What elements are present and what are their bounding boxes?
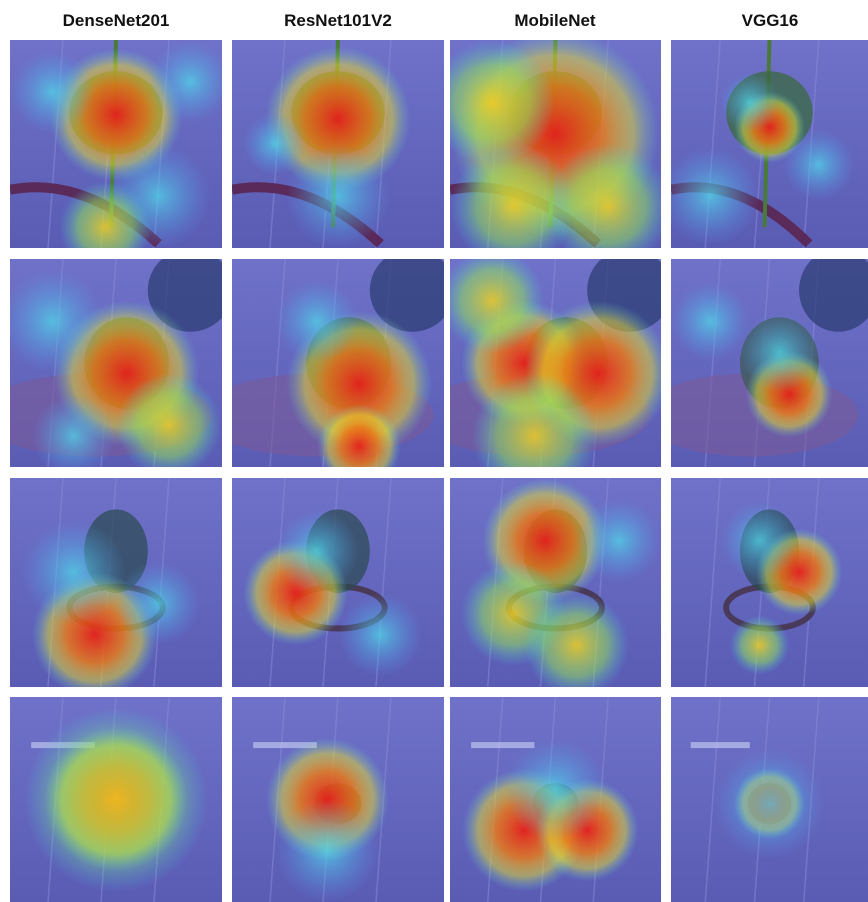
panel-content — [641, 249, 868, 467]
panel-content — [232, 697, 444, 902]
light-reflection — [691, 742, 750, 748]
heat-blob — [430, 40, 555, 165]
heat-blob — [117, 373, 221, 477]
heatmap-panel — [450, 697, 661, 902]
heat-blob — [32, 394, 115, 477]
heatmap-panel — [232, 697, 444, 902]
heat-blob — [286, 144, 390, 248]
heatmap-panel — [661, 40, 868, 248]
heatmap-panel — [200, 249, 454, 488]
panel-content — [10, 478, 222, 697]
column-header: VGG16 — [742, 11, 799, 30]
heatmap-panel — [10, 478, 222, 697]
heat-blob — [546, 144, 671, 269]
figure: DenseNet201 ResNet101V2 MobileNet VGG16 — [0, 0, 868, 902]
panel-content — [671, 697, 868, 902]
heatmap-panel — [10, 697, 222, 902]
panel-content — [0, 249, 233, 478]
panel-content — [10, 697, 222, 902]
heat-blob — [730, 616, 789, 675]
heat-blob — [661, 147, 760, 246]
heat-blob — [117, 562, 201, 646]
heat-blob — [504, 738, 607, 841]
column-header: DenseNet201 — [63, 11, 170, 30]
heat-blob — [11, 50, 94, 133]
heat-blob — [318, 405, 401, 488]
heat-blob — [440, 249, 544, 353]
panel-content — [200, 249, 454, 488]
panel-content — [450, 697, 661, 902]
heat-blob — [275, 280, 358, 363]
heat-blob — [21, 520, 126, 625]
heatmap-panel — [232, 478, 444, 687]
heat-blob — [524, 593, 629, 698]
heatmap-panel — [641, 249, 868, 467]
panel-content — [232, 40, 444, 248]
heatmap-panel — [0, 249, 233, 478]
heatmap-panel — [430, 30, 671, 269]
heat-blob — [714, 748, 824, 858]
heat-blob — [577, 499, 661, 583]
panel-content — [430, 30, 671, 269]
panel-content — [10, 40, 232, 273]
heat-blob — [720, 501, 799, 580]
heat-blob — [720, 73, 779, 132]
heatmap-panel — [450, 478, 661, 697]
heat-blob — [740, 313, 819, 392]
heatmap-panel — [10, 40, 232, 273]
heatmap-panel — [232, 40, 444, 248]
light-reflection — [471, 742, 534, 748]
column-header: MobileNet — [514, 11, 596, 30]
heat-blob — [243, 113, 305, 175]
heatmap-panel — [671, 697, 868, 902]
heat-blob — [783, 129, 854, 200]
heat-blob — [671, 282, 750, 361]
page: DenseNet201 ResNet101V2 MobileNet VGG16 … — [0, 0, 868, 902]
panel-content — [661, 40, 868, 248]
heat-blob — [149, 40, 232, 123]
column-header: ResNet101V2 — [284, 11, 392, 30]
heat-blob — [24, 707, 209, 892]
heat-blob — [275, 509, 359, 593]
panel-content — [671, 478, 868, 687]
heatmap-panel — [418, 249, 671, 499]
heat-blob — [339, 593, 423, 677]
heat-blob — [0, 269, 104, 373]
panel-content — [232, 478, 444, 687]
panel-content — [418, 249, 671, 499]
panel-content — [450, 478, 661, 697]
heat-blob — [276, 800, 379, 902]
heatmap-grid — [0, 30, 868, 902]
heatmap-panel — [671, 478, 868, 687]
